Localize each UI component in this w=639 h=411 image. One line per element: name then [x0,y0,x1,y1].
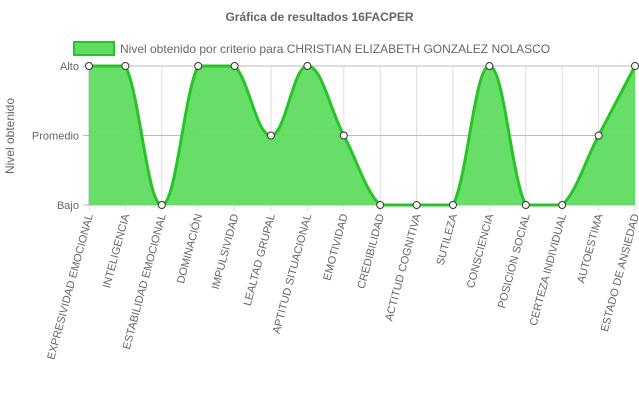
x-tick-label: ESTABILIDAD EMOCIONAL [121,213,169,351]
data-point[interactable] [594,131,603,140]
series-area [89,66,635,205]
x-tick-label: IMPULSIVIDAD [210,213,242,291]
data-point[interactable] [194,62,203,70]
plot-area [89,64,637,207]
x-tick-label: AUTOESTIMA [575,212,605,285]
x-tick-label: DOMINACIÓN [174,212,205,284]
x-tick-label: ACTITUD COGNITIVA [383,212,423,322]
x-axis-ticks: EXPRESIVIDAD EMOCIONAL INTELIGENCIAESTABI… [45,212,639,361]
data-point[interactable] [412,201,421,209]
data-point[interactable] [85,62,93,70]
chart-title: Gráfica de resultados 16FACPER [225,10,413,24]
x-tick-label: APTITUD SITUACIONAL [271,213,315,335]
x-tick-label: ESTADO DE ANSIEDAD [599,213,639,333]
data-point[interactable] [485,62,494,70]
x-tick-label: CREDIBILIDAD [356,213,388,291]
x-tick-label: EMOTIVIDAD [321,213,350,282]
data-point[interactable] [449,201,457,209]
legend-label: Nivel obtenido por criterio para CHRISTI… [120,42,550,56]
data-point[interactable] [631,62,639,70]
x-tick-label: POSICIÓN SOCIAL [495,212,533,309]
data-point[interactable] [376,201,385,209]
y-tick-label: Alto [60,61,79,73]
y-axis-title: Nivel obtenido [3,98,17,174]
data-points [85,62,639,209]
data-point[interactable] [521,201,530,209]
y-axis-ticks: Bajo Promedio Alto [32,61,79,212]
series-line [89,64,637,207]
y-tick-label: Bajo [57,200,79,212]
data-point[interactable] [558,201,567,209]
data-point[interactable] [121,62,130,70]
legend[interactable]: Nivel obtenido por criterio para CHRISTI… [73,41,550,56]
data-point[interactable] [303,62,312,70]
data-point[interactable] [339,131,348,140]
data-point[interactable] [157,201,166,209]
x-tick-label: SUTILEZA [435,212,460,267]
x-tick-label: CONSCIENCIA [465,212,497,290]
x-tick-label: EXPRESIVIDAD EMOCIONAL [45,213,96,361]
data-point[interactable] [267,131,275,140]
legend-swatch [73,41,115,56]
y-tick-label: Promedio [32,131,79,143]
x-tick-label: INTELIGENCIA [101,212,133,290]
data-point[interactable] [230,62,239,70]
x-tick-label: LEALTAD GRUPAL [242,213,278,308]
x-tick-label: CERTEZA INDIVIDUAL [528,213,569,328]
